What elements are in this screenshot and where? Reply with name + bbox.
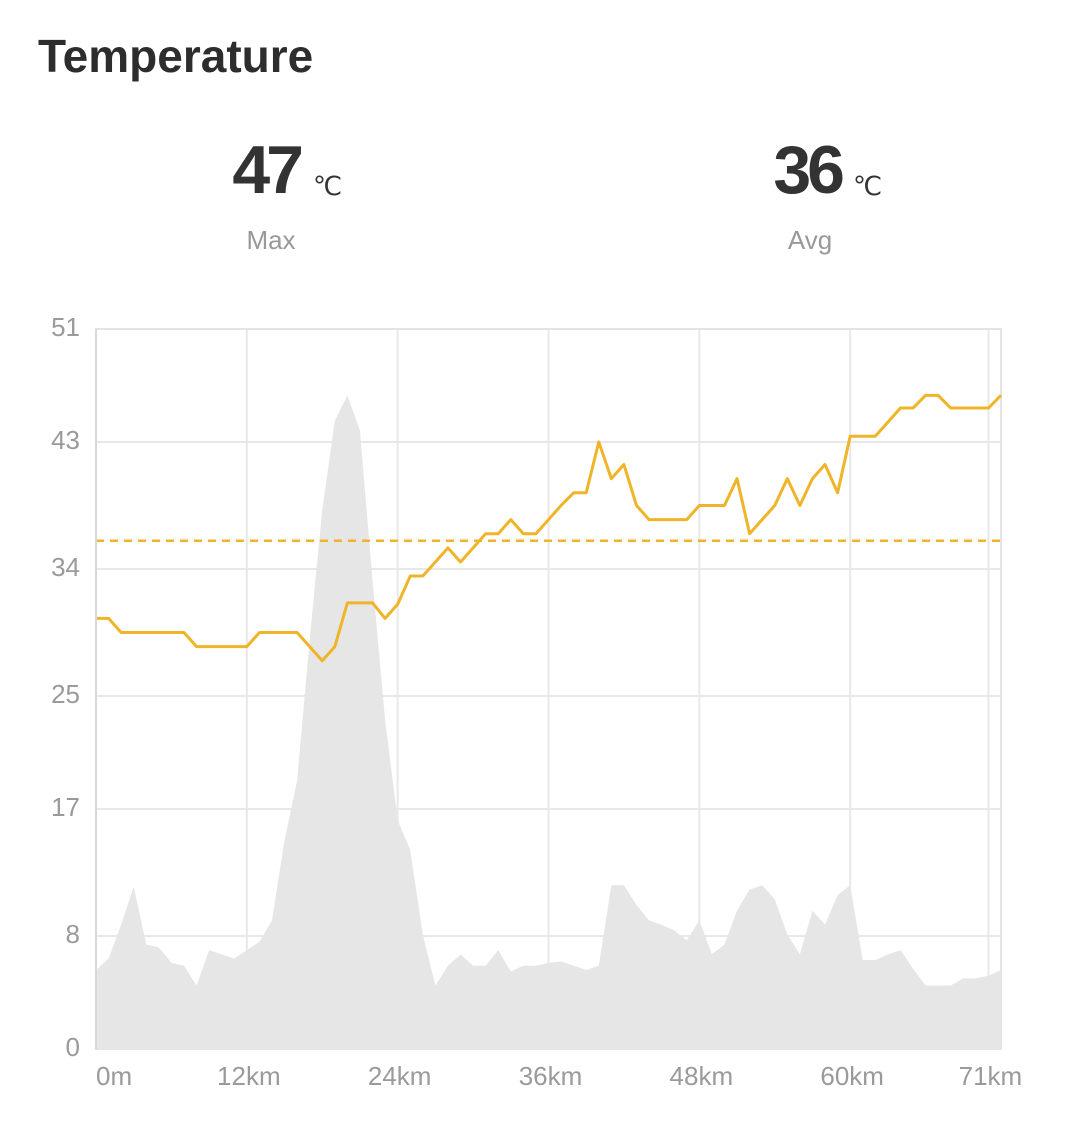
y-tick-label: 51 [51, 312, 80, 342]
plot: 0 8 17 25 34 43 51 0m 12km 24km 36km 48km 60km 71km [51, 312, 1022, 1091]
x-tick-label: 12km [217, 1061, 281, 1091]
elevation-area [96, 395, 1001, 1050]
x-tick-label: 24km [368, 1061, 432, 1091]
stat-max: 47 ℃ Max [232, 132, 342, 255]
stat-value: 47 [232, 132, 301, 208]
x-tick-label: 36km [519, 1061, 583, 1091]
y-tick-label: 0 [66, 1032, 80, 1062]
x-tick-label: 60km [820, 1061, 884, 1091]
stat-value: 36 [773, 132, 843, 208]
title: Temperature [38, 30, 313, 82]
stat-unit: ℃ [853, 171, 882, 201]
x-tick-label: 71km [959, 1061, 1023, 1091]
stat-avg: 36 ℃ Avg [773, 132, 882, 255]
temperature-line [96, 393, 1003, 663]
stat-unit: ℃ [313, 171, 342, 201]
y-tick-label: 43 [51, 425, 80, 455]
y-tick-label: 25 [51, 679, 80, 709]
stat-label: Max [246, 225, 295, 255]
x-tick-label: 0m [96, 1061, 132, 1091]
y-tick-label: 34 [51, 552, 80, 582]
x-tick-label: 48km [670, 1061, 734, 1091]
stat-label: Avg [788, 225, 832, 255]
y-tick-label: 17 [51, 792, 80, 822]
y-tick-label: 8 [66, 919, 80, 949]
